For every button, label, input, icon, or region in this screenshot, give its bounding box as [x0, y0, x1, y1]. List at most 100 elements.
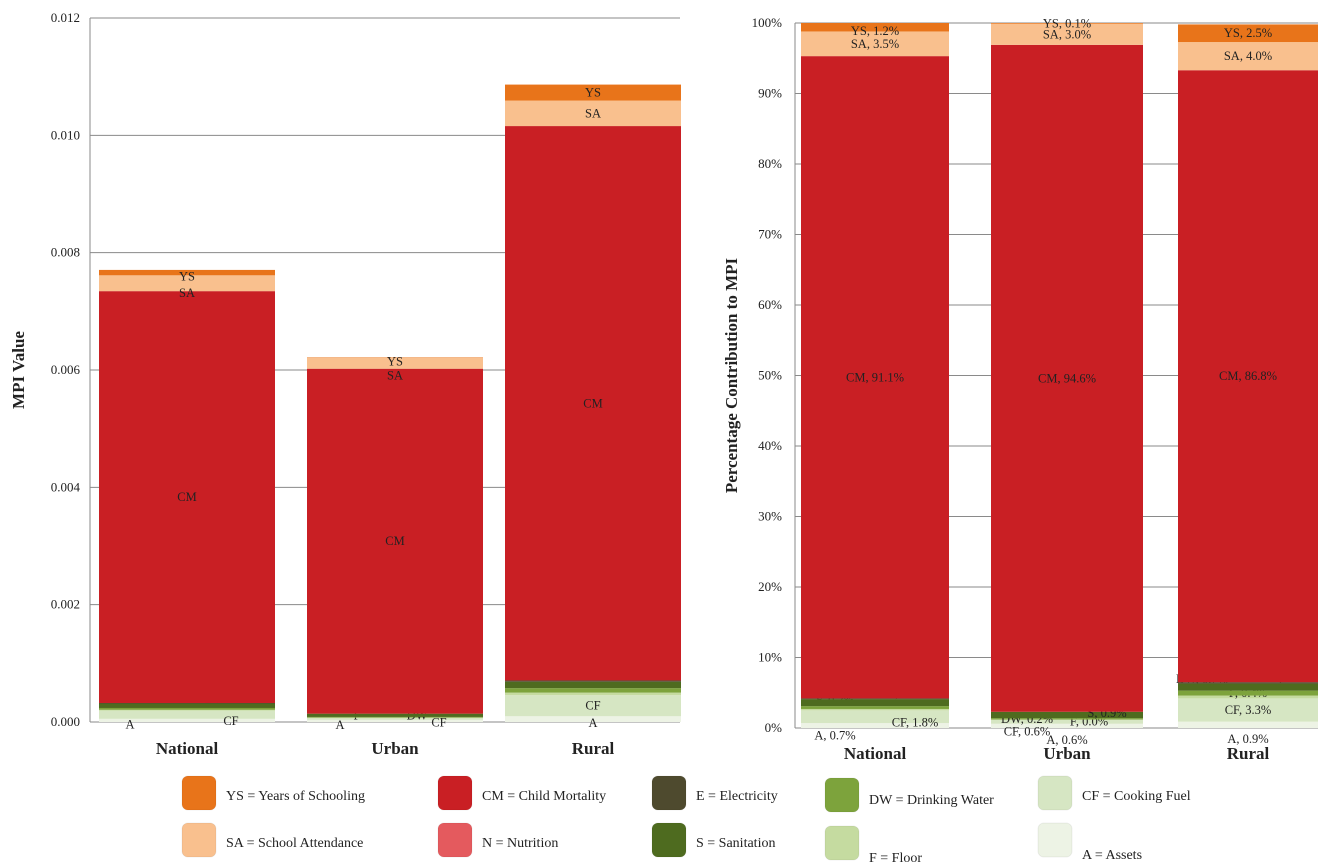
- segment-label-cm: CM, 91.1%: [846, 370, 904, 384]
- bar-segment-dw-national: [99, 707, 275, 710]
- y-axis-title: MPI Value: [9, 331, 28, 409]
- bar-segment-cm-national: [801, 56, 949, 699]
- bar-segment-dw-urban: [991, 718, 1143, 720]
- bar-segment-a-urban: [991, 723, 1143, 728]
- bar-segment-e-national: [99, 702, 275, 704]
- bar-segment-sa-urban: [307, 357, 483, 369]
- bar-segment-f-rural: [505, 692, 681, 696]
- bar-segment-dw-urban: [307, 716, 483, 718]
- legend-label-a: A = Assets: [1082, 848, 1142, 863]
- mpi-value-chart: 0.000 0.002 0.004 0.006 0.008 0.010 0.012 MPI V…: [9, 10, 681, 758]
- segment-label-ys: YS, 0.1%: [1043, 16, 1091, 30]
- segment-label-cf: CF: [223, 714, 238, 728]
- legend-label-cf: CF = Cooking Fuel: [1082, 789, 1191, 804]
- y-tick-label: 0.004: [51, 479, 81, 494]
- legend-swatch-sa: [181, 822, 217, 858]
- bar-segment-sa-national: [801, 31, 949, 57]
- segment-label-a: A, 0.7%: [814, 729, 855, 743]
- bar-segment-s-national: [801, 699, 949, 707]
- legend-label-e: E = Electricity: [696, 789, 778, 804]
- bar-segment-dw-rural: [1178, 690, 1318, 696]
- segment-label-cm: CM: [583, 396, 602, 410]
- bar-segment-e-rural: [1178, 682, 1318, 684]
- legend-swatch-n: [437, 822, 473, 858]
- bar-segment-a-national: [801, 723, 949, 728]
- bar-segment-ys-rural: [1178, 24, 1318, 43]
- y-tick-label: 40%: [758, 438, 782, 453]
- bar-segment-a-urban: [307, 719, 483, 722]
- bar-segment-cm-rural: [1178, 70, 1318, 683]
- bar-segment-cf-national: [99, 710, 275, 719]
- segment-label-ys: YS: [179, 270, 195, 284]
- bar-segment-ys-national: [99, 269, 275, 276]
- y-tick-label: 0.000: [51, 714, 80, 729]
- y-axis-title: Percentage Contribution to MPI: [722, 257, 741, 493]
- bar-segment-sa-urban: [991, 23, 1143, 45]
- segment-label-cm: CM: [385, 534, 404, 548]
- segment-label-sa: SA: [585, 106, 601, 120]
- bar-segment-cf-national: [801, 710, 949, 724]
- legend-swatch-f: [824, 825, 860, 861]
- y-tick-label: 30%: [758, 509, 782, 524]
- legend-label-cm: CM = Child Mortality: [482, 789, 606, 804]
- segment-label-ys: YS, 1.2%: [851, 24, 899, 38]
- segment-label-cm: CM: [177, 490, 196, 504]
- segment-label-sa: SA, 4.0%: [1224, 49, 1272, 63]
- bar-segment-a-rural: [1178, 721, 1318, 728]
- segment-label-cf: CF, 1.8%: [892, 716, 939, 730]
- bar-segment-s-urban: [307, 713, 483, 717]
- legend-swatch-s: [651, 822, 687, 858]
- bar-segment-sa-rural: [1178, 42, 1318, 71]
- bar-segment-ys-urban: [991, 23, 1143, 24]
- segment-label-sa: SA: [179, 286, 195, 300]
- segment-label-cm: CM, 94.6%: [1038, 371, 1096, 385]
- legend-label-n: N = Nutrition: [482, 836, 558, 851]
- category-label-rural: Rural: [572, 739, 615, 758]
- y-tick-label: 0.012: [51, 10, 80, 25]
- bar-segment-cf-urban: [991, 719, 1143, 724]
- y-tick-label: 0.002: [51, 597, 80, 612]
- bar-segment-cm-national: [99, 291, 275, 703]
- segment-label-sa: SA, 3.5%: [851, 37, 899, 51]
- bar-segment-sa-national: [99, 275, 275, 292]
- bar-segment-sa-rural: [505, 100, 681, 127]
- bar-segment-e-rural: [505, 680, 681, 682]
- bar-segment-ys-national: [801, 23, 949, 32]
- segment-label-a: A: [335, 718, 344, 732]
- bar-segment-dw-rural: [505, 688, 681, 693]
- segment-label-ys: YS: [387, 355, 403, 369]
- bar-segment-cm-rural: [505, 126, 681, 681]
- segment-label-sa: SA: [387, 368, 403, 382]
- bar-segment-cf-rural: [1178, 698, 1318, 722]
- legend-swatch-ys: [181, 775, 217, 811]
- bar-segment-s-rural: [1178, 683, 1318, 691]
- legend-swatch-a: [1037, 822, 1073, 858]
- bar-segment-cf-urban: [307, 717, 483, 720]
- category-label-rural: Rural: [1227, 744, 1270, 763]
- bar-segment-a-rural: [505, 716, 681, 722]
- category-label-national: National: [156, 739, 219, 758]
- bar-segment-f-national: [99, 709, 275, 711]
- bar-segment-cm-urban: [991, 44, 1143, 712]
- bar-segment-cm-urban: [307, 368, 483, 714]
- bar-segment-s-rural: [505, 681, 681, 689]
- legend-label-f: F = Floor: [869, 851, 922, 864]
- legend-swatch-dw: [824, 777, 860, 813]
- y-tick-label: 0.006: [51, 362, 81, 377]
- segment-label-ys: YS, 2.5%: [1224, 26, 1272, 40]
- segment-label-cf: CF, 0.6%: [1004, 725, 1051, 739]
- bar-segment-f-national: [801, 708, 949, 711]
- bar-segment-e-national: [801, 698, 949, 700]
- legend-label-ys: YS = Years of Schooling: [226, 789, 365, 804]
- bar-segment-ys-rural: [505, 84, 681, 101]
- bar-segment-s-national: [99, 703, 275, 708]
- segment-label-cf: CF: [431, 716, 446, 730]
- legend-swatch-cm: [437, 775, 473, 811]
- y-tick-label: 0.010: [51, 127, 80, 142]
- segment-label-sa: SA, 3.0%: [1043, 27, 1091, 41]
- legend-label-sa: SA = School Attendance: [226, 836, 363, 851]
- segment-label-a: A, 0.6%: [1046, 733, 1087, 747]
- y-tick-label: 90%: [758, 86, 782, 101]
- bar-segment-ys-urban: [307, 357, 483, 358]
